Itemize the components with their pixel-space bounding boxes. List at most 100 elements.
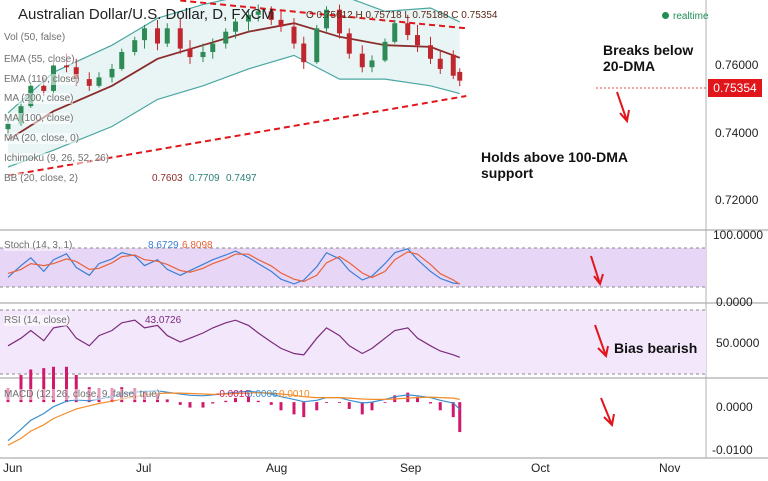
rsi-label[interactable]: RSI (14, close) bbox=[4, 315, 71, 326]
indicator-label-ema55[interactable]: EMA (55, close) bbox=[4, 54, 75, 65]
trendline-resistance bbox=[180, 0, 467, 30]
candle-body bbox=[142, 28, 147, 41]
candle bbox=[428, 36, 433, 64]
candle bbox=[132, 36, 138, 56]
indicator-label-ema110[interactable]: EMA (110, close) bbox=[4, 74, 80, 85]
stoch-tick: 0.0000 bbox=[716, 295, 753, 309]
macd-histogram-bar bbox=[42, 368, 46, 403]
candle bbox=[177, 18, 183, 54]
price-tick: 0.76000 bbox=[715, 58, 759, 72]
last-price-tag: 0.75354 bbox=[708, 79, 762, 97]
macd-signal-value: 0.0010 bbox=[279, 389, 310, 400]
candle-body bbox=[291, 26, 297, 44]
macd-histogram-bar bbox=[383, 402, 387, 403]
candle-body bbox=[405, 23, 411, 36]
candle-body bbox=[119, 52, 125, 69]
realtime-label: realtime bbox=[673, 11, 709, 22]
macd-histogram-bar bbox=[247, 396, 250, 403]
down-arrow-icon bbox=[590, 255, 604, 287]
macd-histogram-bar bbox=[256, 400, 260, 403]
chart-title: Australian Dollar/U.S. Dollar, D, FXCM bbox=[18, 6, 274, 23]
candle bbox=[164, 23, 170, 47]
x-tick-jul: Jul bbox=[136, 461, 152, 475]
candle-body bbox=[177, 28, 183, 49]
candle bbox=[450, 50, 456, 80]
indicator-label-ma100[interactable]: MA (100, close) bbox=[4, 113, 74, 124]
candle-body bbox=[268, 11, 274, 20]
down-arrow-icon bbox=[594, 324, 609, 359]
macd-histogram-bar bbox=[458, 402, 462, 433]
candle-body bbox=[96, 77, 102, 86]
indicator-label-bb[interactable]: BB (20, close, 2) bbox=[4, 173, 78, 184]
indicator-label-vol[interactable]: Vol (50, false) bbox=[4, 32, 66, 43]
macd-histogram-bar bbox=[29, 369, 33, 403]
candle bbox=[291, 18, 297, 49]
bollinger-upper-line bbox=[7, 0, 461, 114]
candle-body bbox=[314, 28, 320, 63]
macd-histogram-bar bbox=[370, 402, 374, 411]
candle bbox=[187, 40, 193, 64]
candle bbox=[337, 4, 342, 39]
rsi-tick: 50.0000 bbox=[716, 336, 760, 350]
x-tick-nov: Nov bbox=[659, 461, 681, 475]
macd-tick: 0.0000 bbox=[716, 400, 753, 414]
indicator-label-ichimoku[interactable]: Ichimoku (9, 26, 52, 26) bbox=[4, 153, 110, 164]
candle bbox=[142, 24, 147, 49]
candle-body bbox=[187, 48, 193, 58]
indicator-label-ma20[interactable]: MA (20, close, 0) bbox=[4, 133, 80, 144]
bollinger-lower-line bbox=[7, 54, 460, 168]
candle-body bbox=[164, 28, 170, 44]
candle bbox=[86, 72, 92, 91]
macd-histogram-bar bbox=[325, 402, 328, 403]
candle-body bbox=[415, 35, 420, 46]
stoch-label[interactable]: Stoch (14, 3, 1) bbox=[4, 240, 73, 251]
macd-label[interactable]: MACD (12, 26, close, 9, false, true) bbox=[4, 389, 161, 400]
annotation-holds-above: Holds above 100-DMA support bbox=[481, 149, 629, 181]
candle-body bbox=[437, 58, 443, 69]
candle bbox=[255, 4, 261, 22]
candle bbox=[278, 11, 284, 32]
candle-body bbox=[41, 85, 47, 91]
macd-line-value: 0.0006 bbox=[247, 389, 278, 400]
macd-histogram-bar bbox=[65, 366, 68, 403]
rsi-line bbox=[7, 319, 461, 358]
candle-body bbox=[337, 9, 342, 34]
bb-basis-value: 0.7603 bbox=[152, 173, 183, 184]
candle bbox=[324, 6, 329, 32]
rsi-value: 43.0726 bbox=[145, 315, 182, 326]
candle-body bbox=[5, 123, 11, 130]
annotation-breaks-below: Breaks below 20-DMA bbox=[603, 42, 694, 74]
candle-body bbox=[278, 19, 284, 27]
candle-body bbox=[200, 52, 206, 58]
macd-histogram-bar bbox=[188, 402, 192, 408]
indicator-label-ma200[interactable]: MA (200, close) bbox=[4, 93, 74, 104]
rsi-band bbox=[0, 310, 706, 374]
macd-histogram-bar bbox=[201, 402, 205, 408]
macd-tick: -0.0100 bbox=[712, 443, 753, 457]
candle bbox=[415, 24, 420, 52]
stoch-band bbox=[0, 248, 706, 287]
candle-body bbox=[450, 54, 456, 76]
candle-body bbox=[132, 40, 138, 52]
candle-body bbox=[255, 11, 261, 15]
macd-histogram-bar bbox=[451, 402, 455, 418]
stoch-k-value: 8.6729 bbox=[148, 240, 179, 251]
candle bbox=[437, 50, 443, 74]
macd-histogram-bar bbox=[269, 402, 273, 405]
stoch-line-d bbox=[7, 251, 461, 285]
candle bbox=[109, 63, 115, 83]
stoch-d-value: 6.8098 bbox=[182, 240, 213, 251]
candle-body bbox=[392, 23, 398, 42]
candle bbox=[210, 38, 216, 59]
candle bbox=[119, 48, 125, 71]
candle bbox=[382, 38, 388, 63]
down-arrow-icon bbox=[616, 91, 630, 124]
bb-lower-value: 0.7497 bbox=[226, 173, 257, 184]
candle-body bbox=[155, 28, 160, 44]
macd-hist-value: -0.0016 bbox=[216, 389, 250, 400]
trendline-support bbox=[7, 95, 467, 177]
series-layer bbox=[7, 0, 467, 177]
candle bbox=[155, 19, 160, 51]
ohlc-readout: O 0.75612 H 0.75718 L 0.75188 C 0.75354 bbox=[306, 10, 498, 21]
macd-histogram-bar bbox=[338, 402, 341, 403]
